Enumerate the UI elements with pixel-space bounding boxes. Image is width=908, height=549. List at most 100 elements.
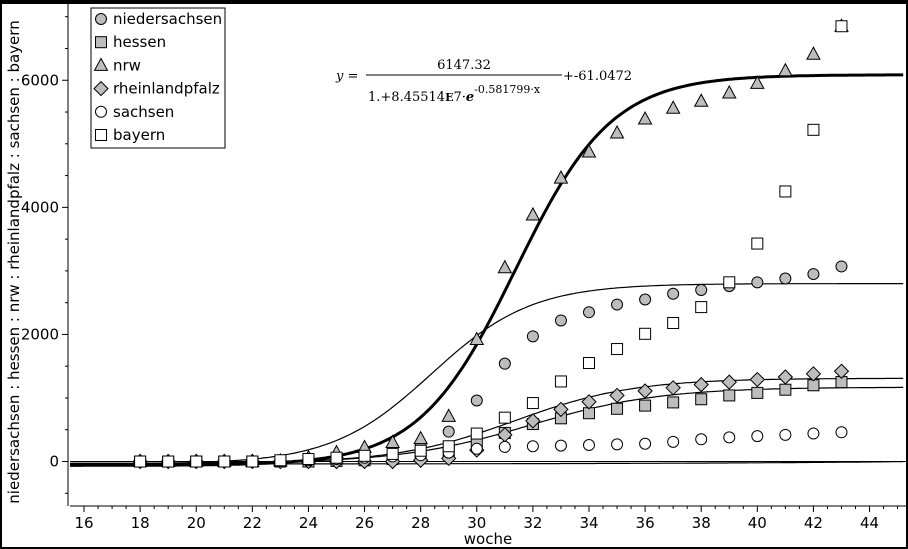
data-point-bayern bbox=[526, 397, 539, 410]
data-point-niedersachsen bbox=[498, 357, 511, 370]
data-point-sachsen bbox=[639, 437, 652, 450]
x-tick-label: 42 bbox=[804, 514, 823, 532]
y-tick-label: 2000 bbox=[21, 325, 59, 343]
data-point-hessen bbox=[695, 393, 708, 406]
data-point-niedersachsen bbox=[835, 260, 848, 273]
data-point-hessen bbox=[639, 399, 652, 412]
data-point-nrw bbox=[637, 110, 653, 125]
denominator-prefix: 1.+8.45514 bbox=[368, 90, 445, 105]
legend-marker-sachsen bbox=[95, 105, 107, 118]
legend-label-hessen: hessen bbox=[113, 33, 166, 51]
y-tick-label: 0 bbox=[49, 453, 59, 471]
data-point-bayern bbox=[134, 455, 147, 468]
data-point-bayern bbox=[779, 185, 792, 198]
y-tick-label: 4000 bbox=[21, 198, 59, 216]
right-border bbox=[906, 0, 908, 549]
data-point-nrw bbox=[721, 84, 737, 99]
data-point-nrw bbox=[469, 331, 485, 346]
equation-denominator: 1.+8.45514E7·e-0.581799·x bbox=[368, 83, 541, 105]
data-point-bayern bbox=[611, 343, 624, 356]
data-point-sachsen bbox=[498, 440, 511, 453]
equation-numerator: 6147.32 bbox=[437, 58, 491, 73]
data-point-bayern bbox=[190, 455, 203, 468]
data-point-rheinlandpfalz bbox=[637, 383, 653, 399]
x-tick-label: 26 bbox=[355, 514, 374, 532]
top-border bbox=[0, 0, 908, 4]
legend-marker-rheinlandpfalz bbox=[93, 80, 109, 97]
data-point-nrw bbox=[609, 124, 625, 139]
data-point-bayern bbox=[218, 455, 231, 468]
fit-curve-sachsen bbox=[70, 461, 904, 465]
data-point-sachsen bbox=[554, 439, 567, 452]
data-point-niedersachsen bbox=[611, 298, 624, 311]
data-point-bayern bbox=[751, 237, 764, 250]
legend-box bbox=[90, 7, 226, 149]
x-tick-label: 44 bbox=[860, 514, 879, 532]
data-point-bayern bbox=[330, 451, 343, 464]
legend-marker-bayern bbox=[95, 129, 107, 141]
data-point-bayern bbox=[695, 301, 708, 314]
data-point-rheinlandpfalz bbox=[721, 374, 737, 390]
fit-curves bbox=[70, 73, 904, 467]
data-point-bayern bbox=[667, 316, 680, 329]
data-point-nrw bbox=[525, 206, 541, 221]
bottom-border bbox=[0, 547, 908, 549]
data-point-niedersachsen bbox=[442, 425, 455, 438]
data-point-bayern bbox=[302, 452, 315, 465]
data-point-sachsen bbox=[779, 428, 792, 441]
data-point-niedersachsen bbox=[639, 293, 652, 306]
fit-curve-nrw bbox=[70, 73, 904, 467]
data-point-rheinlandpfalz bbox=[805, 366, 822, 382]
data-point-bayern bbox=[835, 20, 848, 33]
x-tick-label: 36 bbox=[636, 514, 655, 532]
data-point-bayern bbox=[582, 357, 595, 370]
data-point-sachsen bbox=[667, 435, 680, 448]
axes: 16 18 20 22 24 26 28 30 32 34 36 38 40 42 44 0 2000 4000 6… bbox=[21, 4, 906, 532]
data-point-rheinlandpfalz bbox=[581, 394, 597, 410]
data-point-hessen bbox=[723, 389, 736, 402]
data-point-bayern bbox=[274, 454, 287, 467]
data-point-nrw bbox=[497, 259, 513, 274]
data-point-rheinlandpfalz bbox=[749, 371, 766, 388]
data-point-sachsen bbox=[807, 427, 820, 440]
data-point-bayern bbox=[807, 123, 820, 136]
data-point-niedersachsen bbox=[807, 268, 820, 281]
data-point-sachsen bbox=[582, 438, 595, 451]
x-tick-label: 32 bbox=[523, 514, 542, 532]
data-point-sachsen bbox=[751, 430, 764, 443]
x-tick-label: 38 bbox=[692, 514, 711, 532]
equation-lhs: y = bbox=[335, 69, 358, 84]
data-point-nrw bbox=[693, 93, 709, 107]
data-point-nrw bbox=[665, 100, 681, 114]
data-point-rheinlandpfalz bbox=[833, 363, 850, 379]
x-tick-label: 28 bbox=[411, 514, 430, 532]
legend-label-niedersachsen: niedersachsen bbox=[113, 10, 222, 28]
denominator-exponent: -0.581799·x bbox=[474, 83, 541, 96]
data-point-nrw bbox=[413, 430, 429, 445]
left-border bbox=[0, 0, 2, 549]
data-point-sachsen bbox=[470, 442, 483, 455]
data-point-sachsen bbox=[835, 426, 848, 439]
data-point-nrw bbox=[778, 62, 793, 77]
fit-curve-niedersachsen bbox=[70, 283, 904, 465]
denominator-e-notation: E bbox=[445, 91, 453, 104]
fit-curve-hessen bbox=[70, 386, 904, 464]
legend-marker-hessen bbox=[95, 36, 107, 49]
legend-label-nrw: nrw bbox=[113, 56, 141, 74]
data-point-bayern bbox=[162, 455, 175, 468]
data-point-bayern bbox=[442, 440, 455, 453]
data-point-bayern bbox=[358, 449, 371, 462]
data-point-hessen bbox=[667, 396, 680, 409]
data-point-bayern bbox=[386, 447, 399, 460]
data-point-bayern bbox=[639, 327, 652, 340]
data-point-rheinlandpfalz bbox=[665, 380, 681, 396]
legend-label-bayern: bayern bbox=[113, 126, 165, 144]
data-point-hessen bbox=[779, 383, 792, 396]
data-point-niedersachsen bbox=[695, 283, 708, 296]
x-tick-label: 40 bbox=[748, 514, 767, 532]
data-point-bayern bbox=[470, 427, 483, 440]
data-point-nrw bbox=[749, 75, 765, 89]
data-point-niedersachsen bbox=[667, 287, 680, 300]
